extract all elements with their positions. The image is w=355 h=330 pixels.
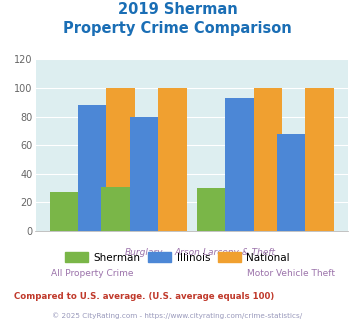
Bar	[158, 88, 186, 231]
Bar	[130, 116, 158, 231]
Text: 2019 Sherman: 2019 Sherman	[118, 2, 237, 16]
Text: Burglary: Burglary	[125, 248, 163, 257]
Text: Motor Vehicle Theft: Motor Vehicle Theft	[247, 269, 335, 278]
Bar	[277, 134, 305, 231]
Bar	[50, 192, 78, 231]
Text: Property Crime Comparison: Property Crime Comparison	[63, 21, 292, 36]
Text: © 2025 CityRating.com - https://www.cityrating.com/crime-statistics/: © 2025 CityRating.com - https://www.city…	[53, 312, 302, 318]
Bar	[101, 187, 130, 231]
Bar	[225, 98, 254, 231]
Text: Arson: Arson	[175, 248, 201, 257]
Bar	[78, 105, 106, 231]
Text: All Property Crime: All Property Crime	[51, 269, 133, 278]
Text: Larceny & Theft: Larceny & Theft	[203, 248, 275, 257]
Bar	[197, 188, 225, 231]
Bar	[254, 88, 282, 231]
Legend: Sherman, Illinois, National: Sherman, Illinois, National	[61, 248, 294, 267]
Text: Compared to U.S. average. (U.S. average equals 100): Compared to U.S. average. (U.S. average …	[14, 292, 274, 301]
Bar	[106, 88, 135, 231]
Bar	[305, 88, 334, 231]
